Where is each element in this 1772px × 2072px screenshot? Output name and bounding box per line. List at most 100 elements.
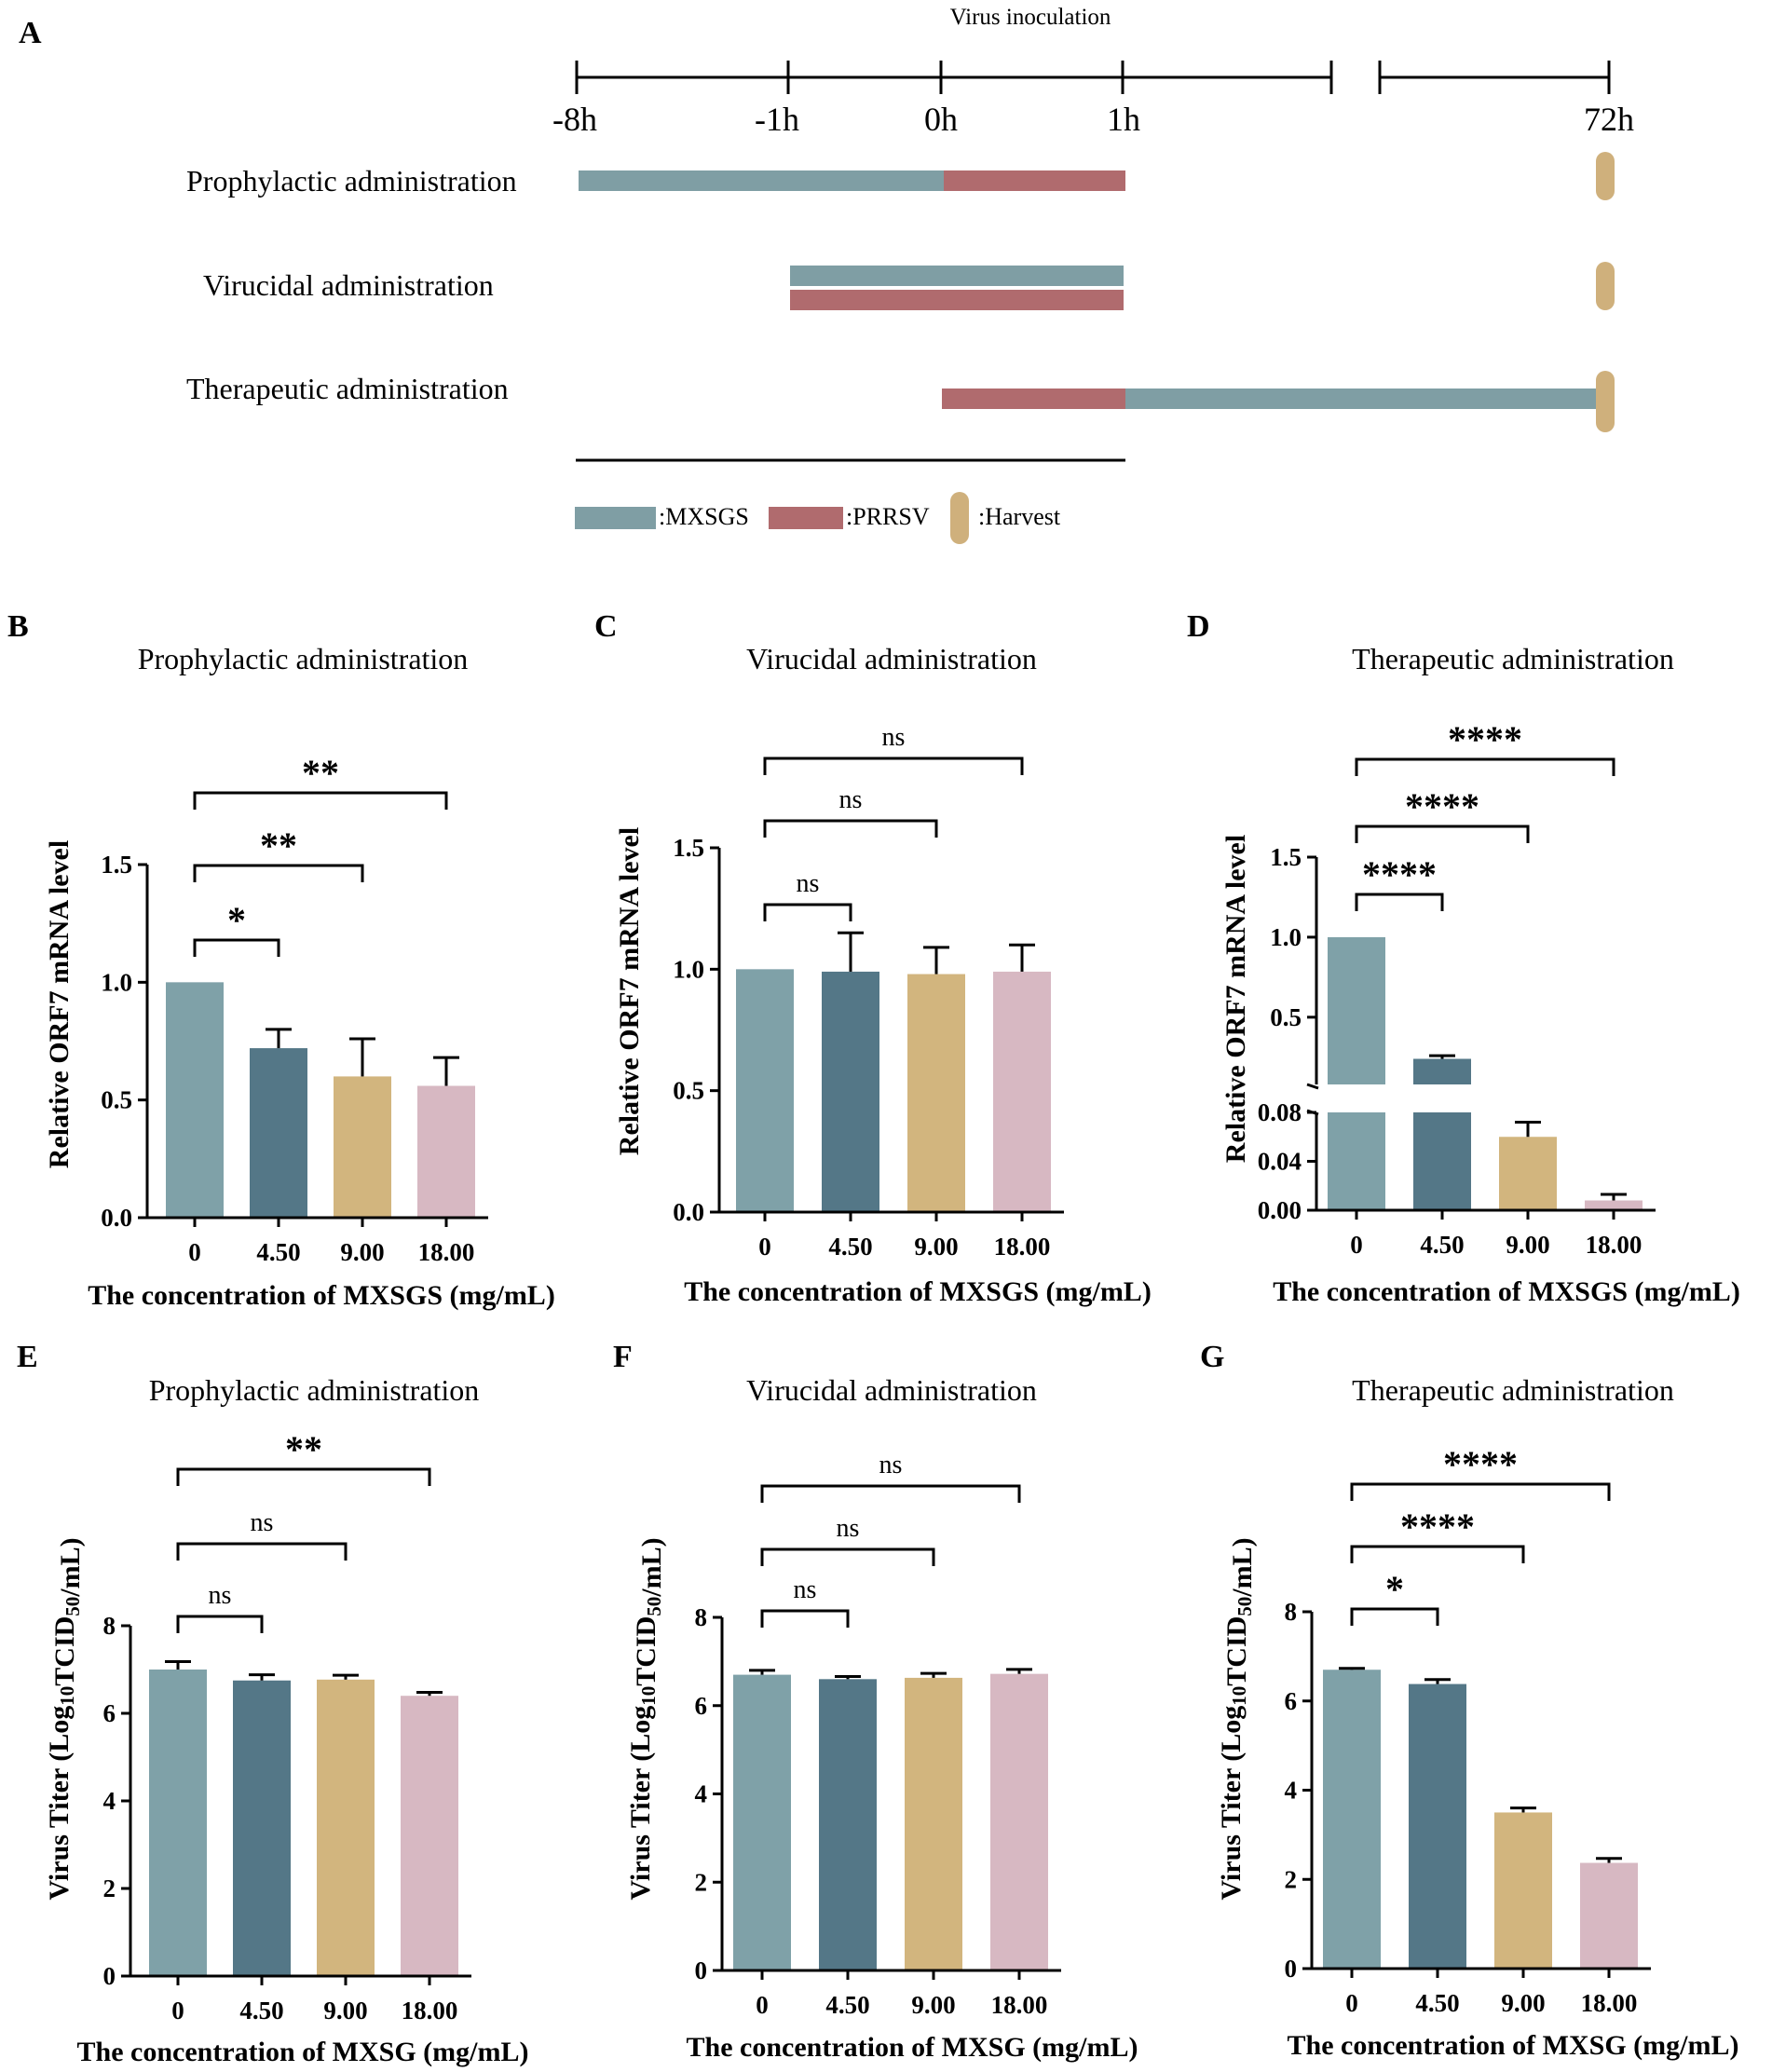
significance-bracket: [193, 864, 364, 882]
virucidal-mxsgs-bar: [790, 266, 1124, 286]
y-axis-label: Relative ORF7 mRNA level: [1220, 835, 1251, 1163]
significance-bracket: [1350, 1545, 1525, 1563]
y-tick-label: 4: [1285, 1777, 1298, 1805]
chart-title: Prophylactic administration: [149, 1373, 480, 1407]
x-axis-label: The concentration of MXSGS (mg/mL): [684, 1276, 1152, 1307]
bar-18.00: [417, 1085, 475, 1218]
bar-4.50: [250, 1048, 307, 1218]
tick-label-72h: 72h: [1584, 101, 1634, 138]
y-tick-label: 0.5: [101, 1086, 132, 1114]
bar-4.50: [822, 971, 879, 1212]
prophylactic-mxsgs-bar: [579, 170, 944, 191]
x-tick-label: 18.00: [1586, 1231, 1643, 1259]
y-tick-label: 8: [695, 1603, 708, 1631]
y-axis-label: Virus Titer (Log10TCID50/mL): [1216, 1537, 1258, 1900]
y-tick-label: 0.5: [673, 1077, 704, 1105]
y-tick-label-lower: 0.00: [1258, 1196, 1302, 1224]
x-tick-label: 9.00: [914, 1233, 958, 1261]
timeline-legend: :MXSGS :PRRSV :Harvest: [575, 492, 1061, 544]
significance-bracket: [760, 1484, 1021, 1503]
timeline-panel: A Virus inoculation -8h -1h 0h 1h 72h Pr…: [19, 5, 1634, 544]
x-tick-label: 18.00: [418, 1238, 475, 1266]
chart-panel-f: F Virucidal administration Virus Titer (Lo…: [613, 1340, 1138, 2063]
therapeutic-mxsgs-bar: [1125, 388, 1601, 409]
chart-panel-b: B Prophylactic administration Relative ORF…: [7, 609, 555, 1311]
panel-label-b: B: [7, 609, 29, 644]
bar-18.00: [1585, 1200, 1643, 1210]
panel-label-c: C: [594, 609, 618, 644]
legend-mxsgs-label: :MXSGS: [659, 503, 749, 530]
chart-title: Virucidal administration: [746, 1373, 1037, 1407]
bar-0: [166, 982, 224, 1218]
x-axis-label: The concentration of MXSG (mg/mL): [687, 2032, 1138, 2063]
y-tick-label: 0: [103, 1962, 116, 1990]
y-tick-label: 4: [103, 1787, 116, 1815]
significance-label: ****: [1443, 1443, 1518, 1485]
y-tick-label: 1.5: [101, 851, 132, 879]
significance-label: ****: [1400, 1506, 1475, 1547]
significance-label: ns: [209, 1581, 232, 1610]
therapeutic-prrsv-bar: [942, 388, 1125, 409]
bar-9.00: [334, 1076, 391, 1218]
legend-harvest-label: :Harvest: [978, 503, 1061, 530]
x-axis-label: The concentration of MXSGS (mg/mL): [88, 1280, 555, 1311]
significance-bracket: [1350, 1607, 1439, 1626]
significance-bracket: [760, 1547, 935, 1566]
x-tick-label: 0: [1350, 1231, 1363, 1259]
y-tick-label: 2: [103, 1874, 116, 1902]
chart-panel-e: E Prophylactic administration Virus Titer …: [17, 1340, 528, 2067]
y-tick-label: 8: [103, 1612, 116, 1640]
significance-label: ****: [1405, 785, 1479, 827]
x-tick-label: 9.00: [323, 1997, 367, 2024]
x-axis-label: The concentration of MXSGS (mg/mL): [1273, 1276, 1740, 1307]
x-tick-label: 0: [758, 1233, 771, 1261]
legend-prrsv-swatch: [769, 507, 843, 529]
bar-lower-0: [1328, 1112, 1385, 1210]
bar-4.50: [233, 1680, 291, 1976]
y-tick-label: 0.0: [101, 1204, 132, 1232]
significance-bracket: [763, 903, 852, 921]
bar-18.00: [990, 1673, 1048, 1970]
y-tick-label: 6: [1285, 1687, 1298, 1715]
x-tick-label: 9.00: [911, 1991, 955, 2019]
harvest-marker-row3: [1596, 371, 1615, 432]
y-tick-label-lower: 0.08: [1258, 1098, 1302, 1126]
significance-bracket: [1355, 757, 1615, 776]
bar-9.00: [1494, 1812, 1552, 1969]
y-axis-label: Relative ORF7 mRNA level: [44, 840, 75, 1168]
x-tick-label: 0: [188, 1238, 201, 1266]
significance-bracket: [176, 1542, 348, 1561]
prophylactic-prrsv-bar: [944, 170, 1125, 191]
bar-9.00: [1499, 1137, 1557, 1210]
x-tick-label: 9.00: [1501, 1989, 1545, 2017]
x-tick-label: 4.50: [1415, 1989, 1459, 2017]
y-tick-label-upper: 1.5: [1270, 843, 1302, 871]
panel-label-f: F: [613, 1340, 633, 1374]
significance-bracket: [193, 938, 280, 957]
x-tick-label: 0: [171, 1997, 184, 2024]
significance-label: *: [1385, 1568, 1404, 1610]
x-tick-label: 4.50: [1420, 1231, 1464, 1259]
tick-label-minus1h: -1h: [755, 101, 799, 138]
significance-label: ns: [837, 1514, 860, 1543]
row-label-therapeutic: Therapeutic administration: [186, 372, 509, 405]
significance-label: **: [260, 825, 297, 866]
significance-bracket: [760, 1609, 850, 1628]
significance-bracket: [1355, 825, 1530, 843]
y-tick-label: 2: [1285, 1865, 1298, 1893]
bar-4.50: [1409, 1684, 1466, 1969]
y-tick-label: 4: [695, 1780, 708, 1808]
bar-9.00: [905, 1677, 962, 1970]
significance-label: ns: [794, 1575, 817, 1604]
panel-label-e: E: [17, 1340, 38, 1374]
x-tick-label: 18.00: [402, 1997, 458, 2024]
harvest-marker-row1: [1596, 152, 1615, 200]
legend-prrsv-label: :PRRSV: [846, 503, 930, 530]
panel-label-d: D: [1187, 609, 1210, 644]
bar-18.00: [993, 971, 1051, 1212]
virucidal-prrsv-bar: [790, 290, 1124, 310]
x-tick-label: 9.00: [1506, 1231, 1549, 1259]
significance-bracket: [1355, 893, 1444, 911]
bar-lower-4.50: [1413, 1112, 1471, 1210]
bar-18.00: [1580, 1862, 1638, 1969]
